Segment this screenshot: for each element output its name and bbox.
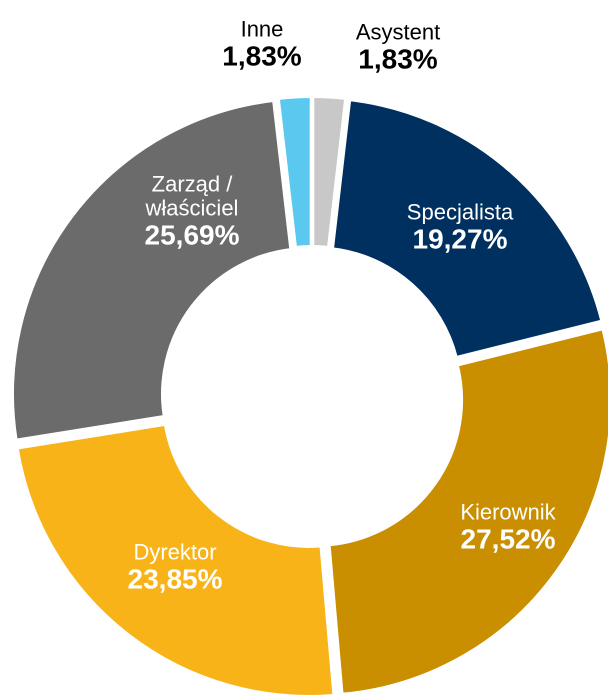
value-label: 23,85%: [127, 563, 223, 595]
slice: [14, 421, 337, 699]
category-label: Inne: [240, 16, 284, 42]
value-label: 19,27%: [412, 223, 508, 255]
value-label: 1,83%: [358, 43, 438, 75]
slice: [329, 96, 605, 361]
value-label: 25,69%: [144, 219, 240, 251]
slice-label: Asystent 1,83%: [355, 19, 441, 76]
slice-label: Zarząd / właściciel 25,69%: [122, 172, 262, 251]
category-label: Dyrektor: [133, 539, 217, 565]
category-label: Zarząd / właściciel: [145, 171, 239, 221]
slice-label: Specjalista 19,27%: [406, 199, 514, 256]
slice-label: Kierownik 27,52%: [460, 499, 556, 556]
slice: [275, 94, 314, 251]
value-label: 27,52%: [460, 523, 556, 555]
slice: [10, 97, 294, 443]
slice-label: Inne 1,83%: [222, 16, 302, 73]
slice: [326, 325, 608, 697]
category-label: Kierownik: [460, 499, 556, 525]
category-label: Specjalista: [406, 199, 514, 225]
category-label: Asystent: [355, 19, 441, 45]
slice-label: Dyrektor 23,85%: [127, 539, 223, 596]
value-label: 1,83%: [222, 40, 302, 72]
